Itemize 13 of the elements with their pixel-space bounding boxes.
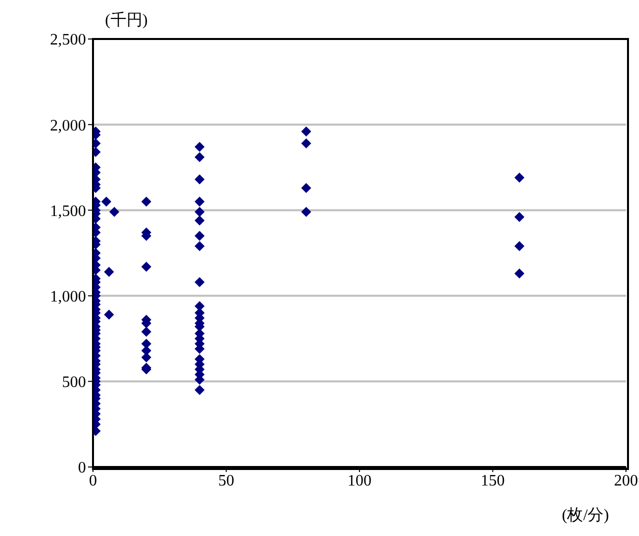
y-axis-title: (千円) xyxy=(105,10,148,31)
x-tick-label: 0 xyxy=(89,472,97,490)
y-tick-label: 1,500 xyxy=(50,202,86,220)
y-tick-label: 2,000 xyxy=(50,117,86,134)
x-tick-label: 100 xyxy=(348,472,372,490)
y-tick-label: 0 xyxy=(78,460,86,477)
x-tick-label: 200 xyxy=(614,472,638,490)
y-tick-label: 1,000 xyxy=(50,288,86,306)
x-axis-title: (枚/分) xyxy=(562,506,609,526)
y-tick-label: 2,500 xyxy=(50,32,86,49)
y-tick-label: 500 xyxy=(62,374,86,392)
x-tick-label: 150 xyxy=(480,472,505,490)
x-tick-label: 50 xyxy=(218,472,234,490)
